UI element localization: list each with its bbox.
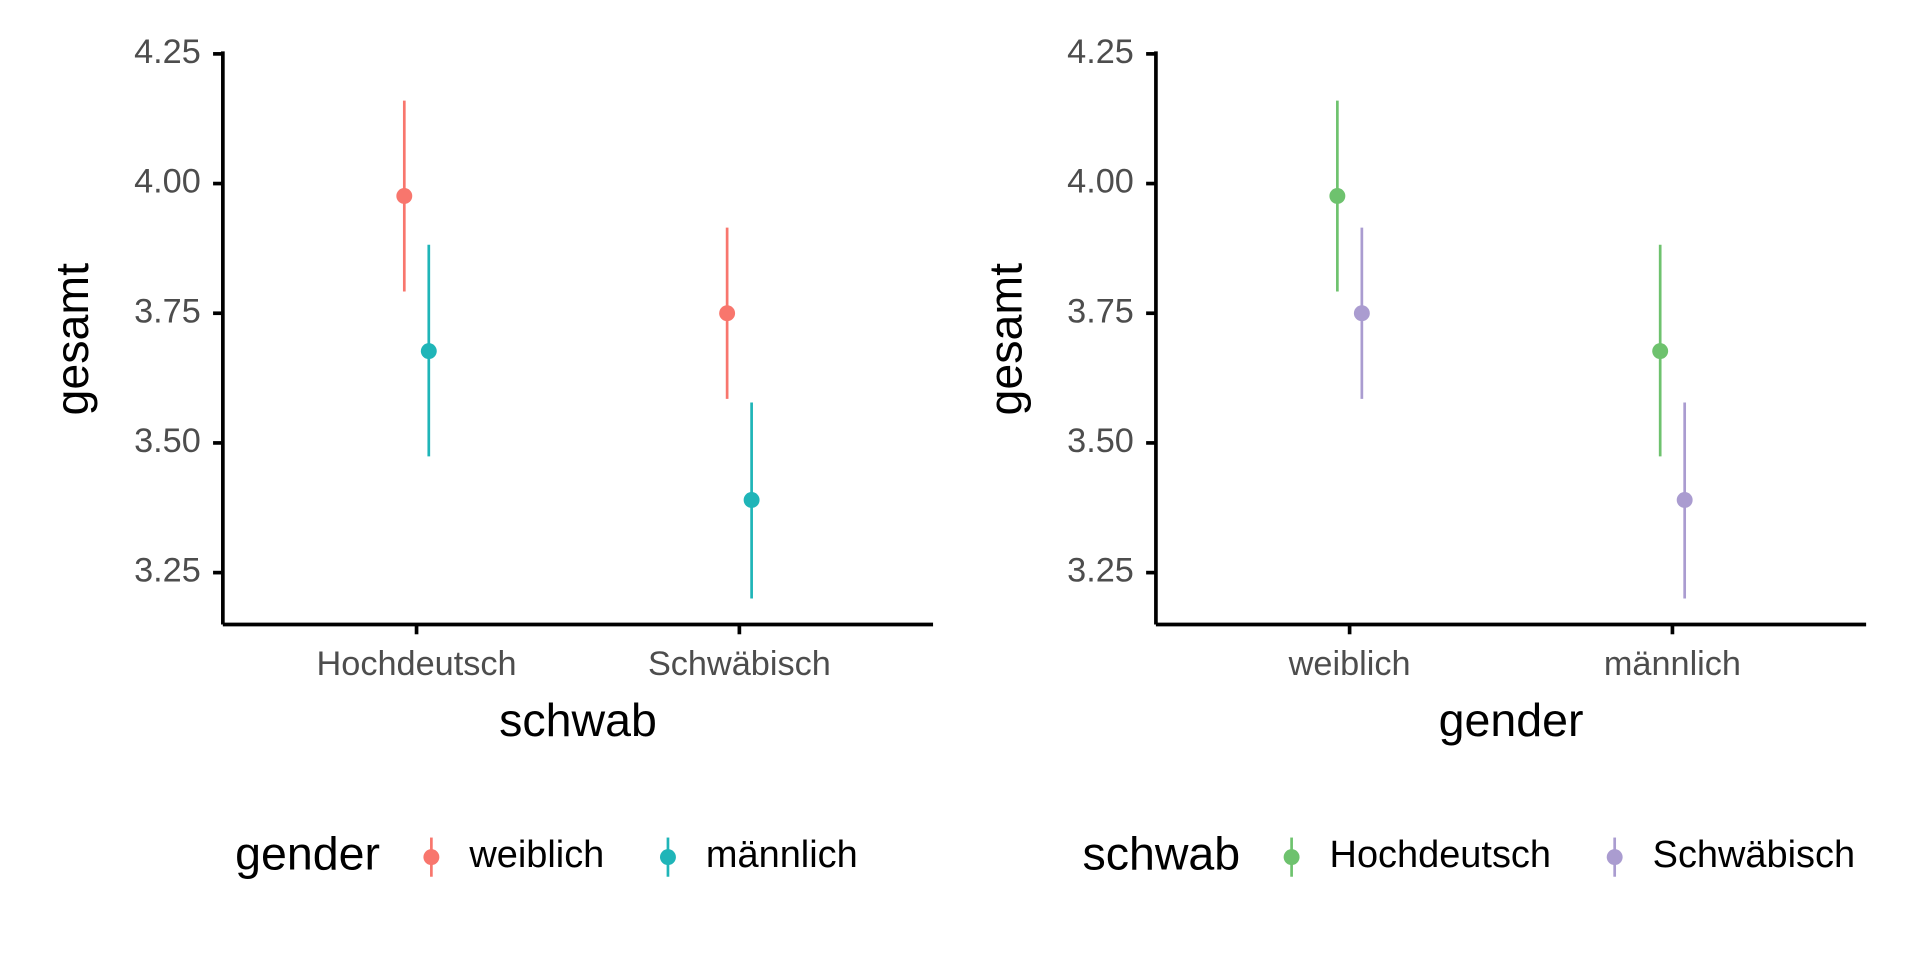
- legend-key: [660, 849, 676, 866]
- point: [396, 188, 413, 204]
- y-axis-title: gesamt: [979, 263, 1031, 416]
- x-axis-title: gender: [1439, 694, 1584, 746]
- point: [1329, 188, 1346, 204]
- point: [719, 305, 736, 322]
- point: [1652, 343, 1669, 360]
- y-tick-label: 3.75: [134, 292, 201, 330]
- legend-key: [423, 849, 440, 866]
- x-tick-label: Schwäbisch: [648, 645, 831, 683]
- y-tick-label: 4.25: [1067, 33, 1134, 71]
- x-tick-label: männlich: [1604, 645, 1741, 683]
- legend-title: gender: [235, 827, 380, 879]
- legend-key: [1606, 849, 1623, 866]
- y-tick-label: 3.50: [1067, 422, 1134, 460]
- x-axis-title: schwab: [499, 694, 657, 746]
- point: [1353, 305, 1370, 322]
- x-tick-label: weiblich: [1288, 645, 1411, 683]
- y-tick-label: 3.75: [1067, 292, 1134, 330]
- legend-label: weiblich: [468, 834, 604, 876]
- point: [743, 492, 760, 508]
- y-tick-label: 3.25: [134, 552, 201, 590]
- legend-label: männlich: [706, 834, 858, 876]
- point: [420, 343, 437, 360]
- legend-label: Schwäbisch: [1653, 834, 1855, 876]
- y-tick-label: 3.50: [134, 422, 201, 460]
- y-tick-label: 4.00: [1067, 163, 1134, 201]
- legend-label: Hochdeutsch: [1330, 834, 1551, 876]
- y-tick-label: 3.25: [1067, 552, 1134, 590]
- x-tick-label: Hochdeutsch: [317, 645, 517, 683]
- y-tick-label: 4.00: [134, 163, 201, 201]
- y-tick-label: 4.25: [134, 33, 201, 71]
- point: [1676, 492, 1693, 508]
- legend-key: [1283, 849, 1300, 866]
- y-axis-title: gesamt: [46, 263, 98, 416]
- legend-title: schwab: [1082, 827, 1240, 879]
